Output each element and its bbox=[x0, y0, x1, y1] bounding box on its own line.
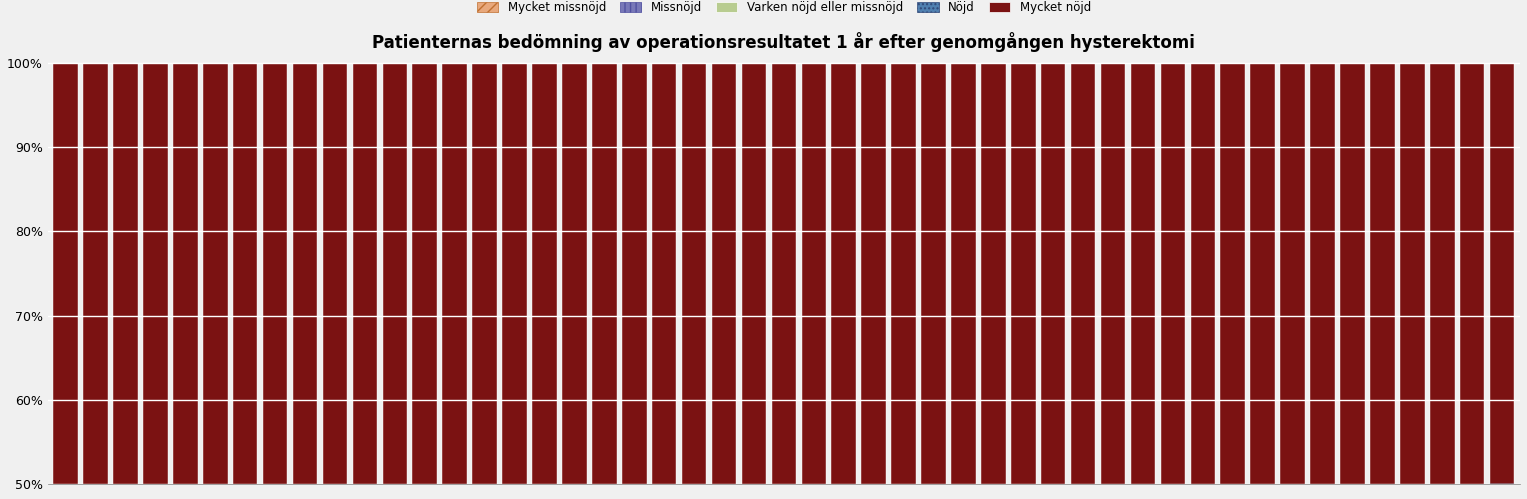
Bar bbox=[203, 63, 228, 499]
Bar bbox=[263, 63, 287, 499]
Bar bbox=[502, 63, 527, 499]
Bar bbox=[1191, 63, 1215, 499]
Bar bbox=[322, 63, 347, 499]
Bar bbox=[234, 63, 258, 499]
Bar bbox=[1400, 63, 1425, 499]
Bar bbox=[683, 63, 707, 499]
Bar bbox=[173, 63, 197, 499]
Bar bbox=[1370, 63, 1394, 499]
Bar bbox=[921, 63, 945, 499]
Bar bbox=[1341, 63, 1365, 499]
Bar bbox=[293, 63, 318, 499]
Bar bbox=[802, 63, 826, 499]
Bar bbox=[1161, 63, 1185, 499]
Bar bbox=[84, 63, 108, 499]
Bar bbox=[562, 63, 586, 499]
Bar bbox=[53, 63, 78, 499]
Bar bbox=[472, 63, 496, 499]
Bar bbox=[1490, 63, 1515, 484]
Bar bbox=[1220, 63, 1245, 499]
Bar bbox=[712, 63, 736, 499]
Bar bbox=[980, 63, 1006, 499]
Bar bbox=[771, 63, 796, 499]
Bar bbox=[1280, 63, 1306, 499]
Bar bbox=[892, 63, 916, 499]
Bar bbox=[353, 63, 377, 499]
Bar bbox=[412, 63, 437, 499]
Bar bbox=[861, 63, 886, 499]
Bar bbox=[1429, 63, 1455, 499]
Bar bbox=[621, 63, 646, 499]
Bar bbox=[1490, 484, 1515, 499]
Bar bbox=[1460, 63, 1484, 499]
Bar bbox=[742, 63, 767, 499]
Bar bbox=[951, 63, 976, 499]
Bar bbox=[383, 63, 408, 499]
Bar bbox=[1130, 63, 1156, 499]
Bar bbox=[1041, 63, 1066, 499]
Legend: Mycket missnöjd, Missnöjd, Varken nöjd eller missnöjd, Nöjd, Mycket nöjd: Mycket missnöjd, Missnöjd, Varken nöjd e… bbox=[476, 1, 1090, 14]
Bar bbox=[1251, 63, 1275, 499]
Bar bbox=[1490, 484, 1515, 499]
Bar bbox=[1310, 63, 1335, 499]
Bar bbox=[831, 63, 857, 499]
Bar bbox=[1101, 63, 1125, 499]
Bar bbox=[533, 63, 557, 499]
Bar bbox=[592, 63, 617, 499]
Bar bbox=[1070, 63, 1095, 499]
Bar bbox=[144, 63, 168, 499]
Title: Patienternas bedömning av operationsresultatet 1 år efter genomgången hysterekto: Patienternas bedömning av operationsresu… bbox=[373, 31, 1196, 51]
Bar bbox=[113, 63, 137, 499]
Bar bbox=[1011, 63, 1035, 499]
Bar bbox=[443, 63, 467, 499]
Bar bbox=[652, 63, 676, 499]
